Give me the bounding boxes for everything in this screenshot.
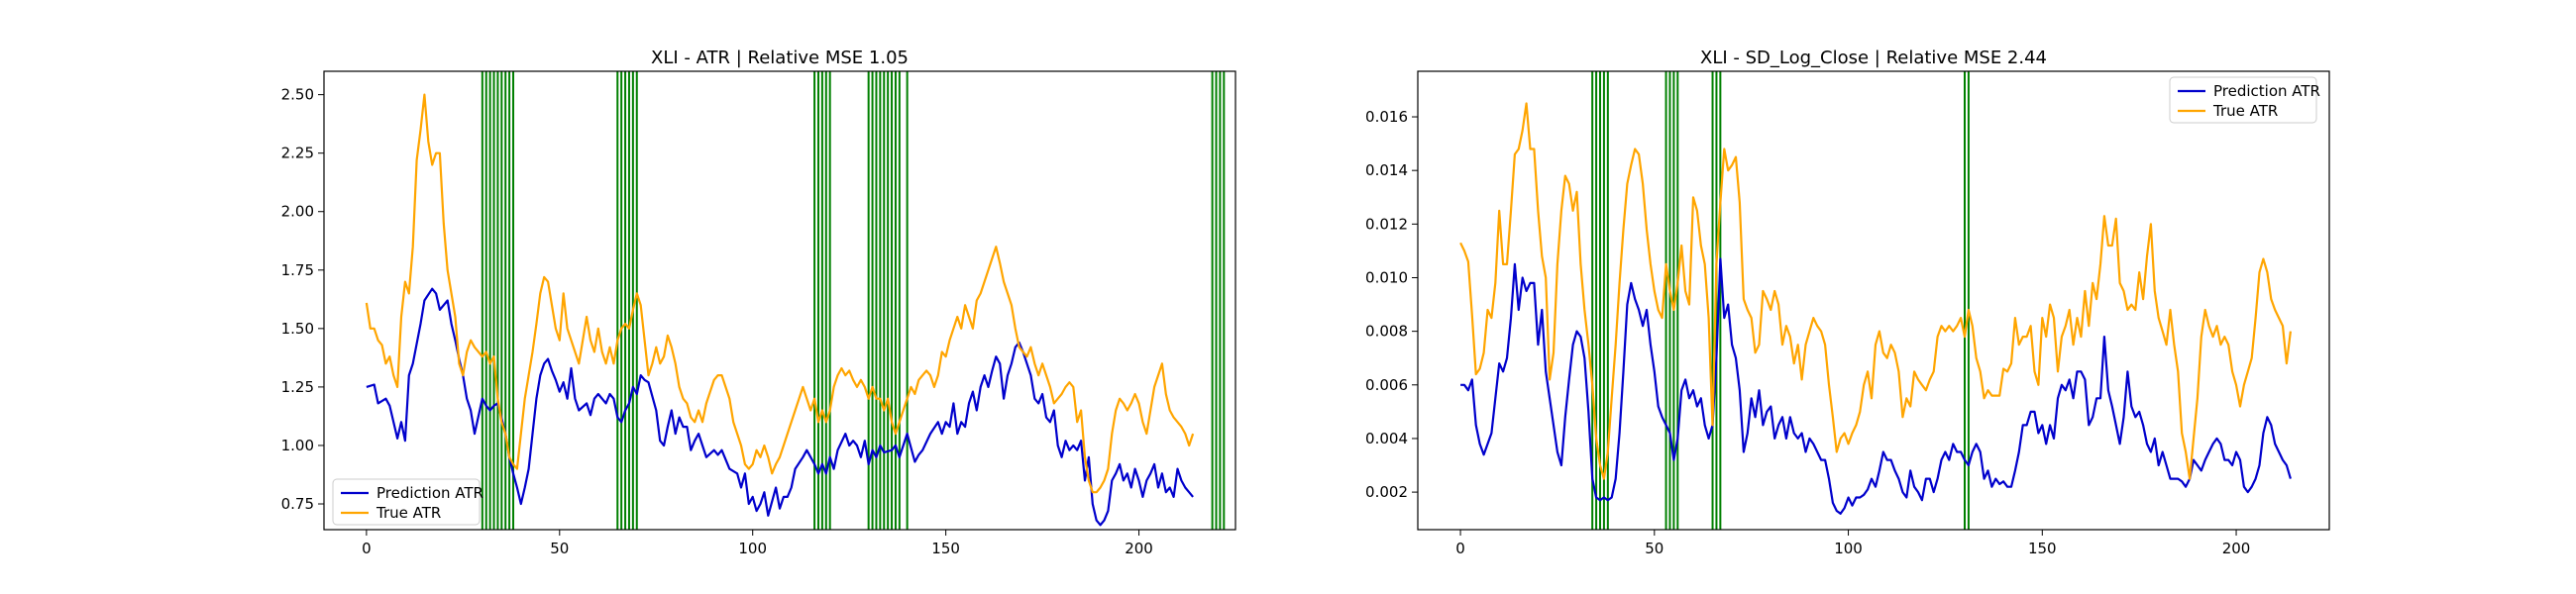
legend: Prediction ATR True ATR xyxy=(2169,76,2320,124)
y-tick-label: 0.006 xyxy=(1365,376,1408,394)
x-tick-label: 200 xyxy=(1125,540,1153,557)
y-tick-label: 0.008 xyxy=(1365,323,1408,341)
legend-label: Prediction ATR xyxy=(2213,82,2320,100)
y-tick-label: 0.004 xyxy=(1365,430,1408,447)
chart-title: XLI - ATR | Relative MSE 1.05 xyxy=(651,48,909,68)
plot-frame xyxy=(323,70,1236,531)
series-lines xyxy=(365,93,1195,527)
x-tick-label: 100 xyxy=(738,540,767,557)
x-tick-label: 150 xyxy=(931,540,960,557)
x-tick-label: 200 xyxy=(2222,540,2251,557)
y-tick-label: 2.50 xyxy=(281,86,314,104)
y-tick-label: 2.00 xyxy=(281,203,314,221)
chart-panel-2: XLI - SD_Log_Close | Relative MSE 2.44 0 5… xyxy=(1365,48,2330,557)
legend-label: Prediction ATR xyxy=(376,484,483,502)
x-tick-label: 50 xyxy=(550,540,569,557)
y-tick-label: 0.014 xyxy=(1365,161,1408,179)
y-tick-label: 0.010 xyxy=(1365,268,1408,286)
series-line-prediction xyxy=(1460,257,2292,515)
plot-frame xyxy=(1417,70,2330,531)
y-tick-label: 0.012 xyxy=(1365,215,1408,233)
x-tick-label: 100 xyxy=(1834,540,1863,557)
chart-title: XLI - SD_Log_Close | Relative MSE 2.44 xyxy=(1700,48,2047,68)
y-tick-label: 1.50 xyxy=(281,320,314,338)
y-tick-label: 1.25 xyxy=(281,378,314,396)
legend-label: True ATR xyxy=(2212,102,2278,120)
x-tick-label: 50 xyxy=(1645,540,1664,557)
legend: Prediction ATR True ATR xyxy=(332,478,483,526)
x-tick-label: 150 xyxy=(2028,540,2057,557)
y-tick-label: 0.002 xyxy=(1365,483,1408,501)
x-tick-label: 0 xyxy=(1455,540,1465,557)
legend-box xyxy=(332,478,481,526)
x-tick-label: 0 xyxy=(362,540,372,557)
series-lines xyxy=(1459,102,2292,515)
series-line-true xyxy=(365,93,1195,494)
legend-label: True ATR xyxy=(376,504,441,522)
y-tick-label: 1.75 xyxy=(281,261,314,279)
event-lines xyxy=(1591,71,1970,530)
chart-panel-1: XLI - ATR | Relative MSE 1.05 0 50 100 150 20… xyxy=(281,48,1236,557)
series-line-true xyxy=(1459,102,2292,480)
y-tick-label: 0.75 xyxy=(281,495,314,513)
series-line-prediction xyxy=(366,287,1194,527)
y-tick-label: 0.016 xyxy=(1365,108,1408,126)
legend-box xyxy=(2169,76,2317,124)
y-tick-label: 2.25 xyxy=(281,145,314,162)
event-lines xyxy=(481,71,1226,530)
y-tick-label: 1.00 xyxy=(281,437,314,454)
